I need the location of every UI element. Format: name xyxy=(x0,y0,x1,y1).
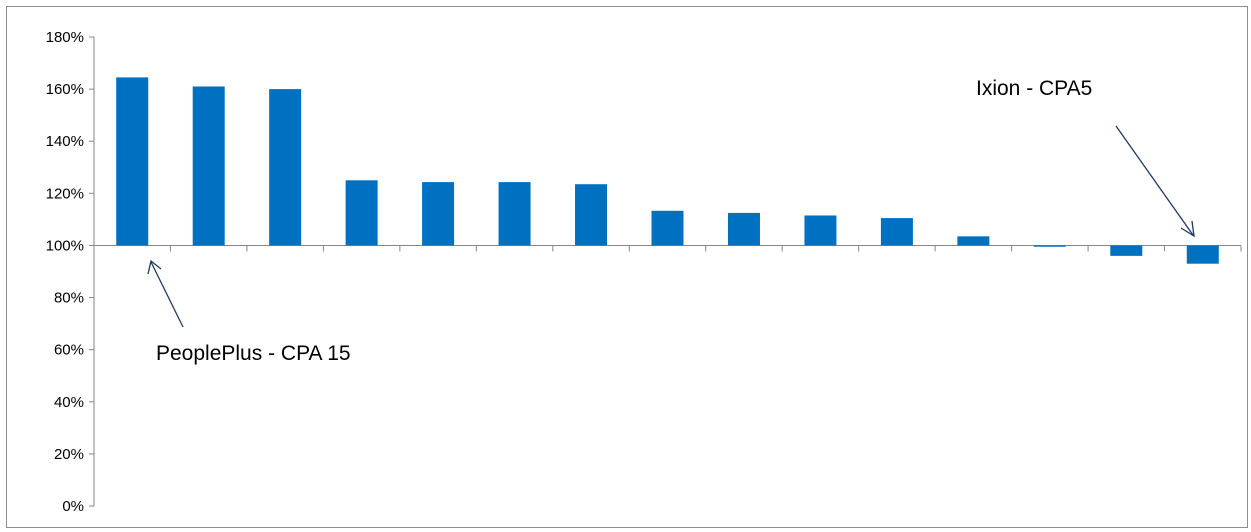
bar-chart: 0% 20% 40% 60% 80% 100% 120% 140% 160% 180% Peopl… xyxy=(46,29,1242,515)
bar xyxy=(727,212,760,246)
y-tick-label: 100% xyxy=(46,237,84,254)
annotation-arrowhead-peopleplus xyxy=(147,259,162,275)
bar xyxy=(957,236,990,246)
bar xyxy=(422,182,455,246)
bar xyxy=(116,77,149,246)
annotation-arrow-ixion xyxy=(1115,125,1194,236)
bar xyxy=(1186,245,1219,264)
y-tick-label: 160% xyxy=(46,81,84,98)
annotations: PeoplePlus - CPA 15 Ixion - CPA5 xyxy=(147,77,1195,365)
bar xyxy=(345,180,378,246)
y-tick-label: 120% xyxy=(46,185,84,202)
bar xyxy=(1033,245,1066,247)
bar xyxy=(269,89,302,246)
y-tick-label: 140% xyxy=(46,133,84,150)
axes: 0% 20% 40% 60% 80% 100% 120% 140% 160% 180% xyxy=(46,29,1242,515)
annotation-label-peopleplus: PeoplePlus - CPA 15 xyxy=(156,342,351,365)
annotation-arrow-peopleplus xyxy=(150,261,184,328)
y-tick-label: 40% xyxy=(54,394,84,411)
y-tick-label: 180% xyxy=(46,29,84,46)
y-tick-label: 20% xyxy=(54,446,84,463)
bar xyxy=(880,218,913,246)
y-tick-label: 80% xyxy=(54,290,84,307)
bar xyxy=(1110,245,1143,256)
bar xyxy=(575,184,608,246)
chart-frame: 0% 20% 40% 60% 80% 100% 120% 140% 160% 180% Peopl… xyxy=(6,6,1248,528)
bars xyxy=(116,77,1219,264)
annotation-label-ixion: Ixion - CPA5 xyxy=(976,77,1092,100)
bar xyxy=(651,210,684,246)
bar xyxy=(498,182,531,246)
bar xyxy=(192,86,225,246)
annotation-arrowhead-ixion xyxy=(1180,220,1195,238)
y-tick-label: 0% xyxy=(62,498,84,515)
bar xyxy=(804,215,837,246)
y-tick-label: 60% xyxy=(54,342,84,359)
